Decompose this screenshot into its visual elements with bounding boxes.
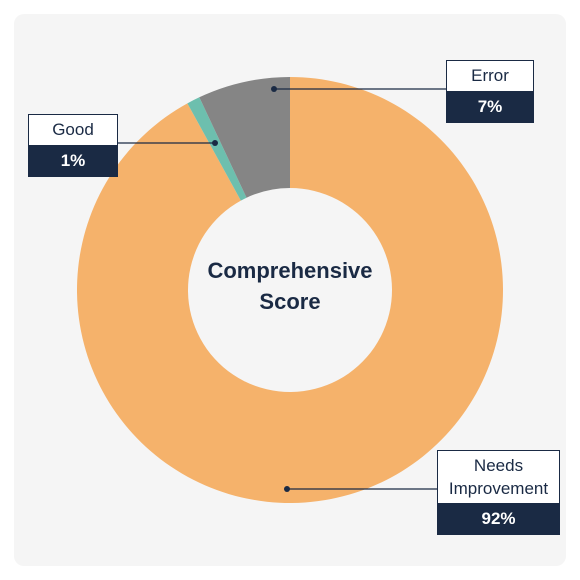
callout-needs-improvement-value: 92% (437, 503, 560, 535)
callout-error-label: Error (446, 60, 534, 91)
callout-needs-improvement: Needs Improvement 92% (437, 450, 560, 535)
center-title: Comprehensive Score (190, 255, 390, 317)
leader-dot-good (212, 140, 218, 146)
slice-good (187, 97, 247, 201)
slice-needs-improvement (76, 77, 503, 504)
callout-needs-improvement-label: Needs Improvement (437, 450, 560, 503)
callout-needs-improvement-text: Needs Improvement (448, 456, 549, 498)
leader-dot-error (271, 86, 277, 92)
callout-error-value: 7% (446, 91, 534, 123)
callout-error: Error 7% (446, 60, 534, 123)
leader-lines (118, 86, 446, 492)
slice-error (199, 77, 290, 198)
center-title-line-1: Comprehensive (207, 258, 373, 283)
donut-slices (76, 77, 503, 504)
callout-good-value: 1% (28, 145, 118, 177)
center-title-line-2: Score (259, 289, 321, 314)
callout-good-label: Good (28, 114, 118, 145)
callout-good: Good 1% (28, 114, 118, 177)
leader-dot-needs-improvement (284, 486, 290, 492)
